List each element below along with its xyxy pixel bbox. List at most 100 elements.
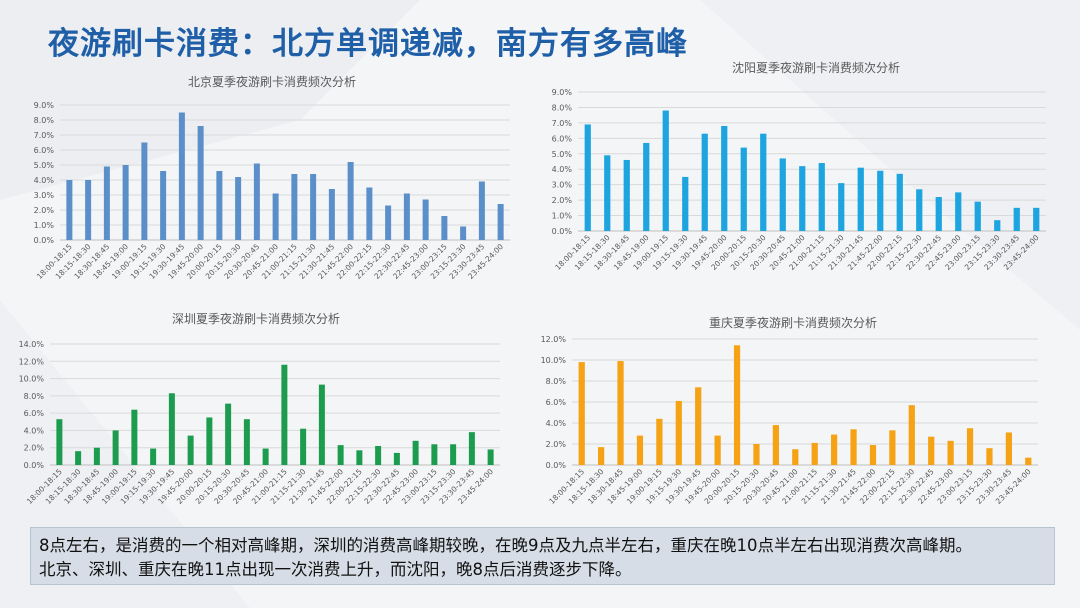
y-tick-label: 7.0%	[552, 119, 573, 128]
bar	[272, 193, 279, 240]
y-tick-label: 8.0%	[546, 377, 567, 386]
bar	[66, 180, 73, 240]
bar	[578, 362, 585, 465]
bar	[955, 192, 962, 231]
bar	[701, 133, 708, 231]
chart-shenyang: 沈阳夏季夜游刷卡消费频次分析 0.0% 1.0% 2.0% 3.0% 4.0% 5.0% 6.…	[552, 60, 1046, 272]
bar	[487, 449, 494, 465]
y-tick-label: 0.0%	[34, 236, 55, 245]
y-tick-label: 6.0%	[34, 146, 55, 155]
y-tick-label: 2.0%	[24, 444, 45, 453]
bar	[643, 142, 650, 231]
bar	[908, 405, 915, 465]
bar	[604, 155, 611, 231]
bar	[811, 442, 818, 465]
y-tick-label: 8.0%	[24, 392, 45, 401]
bar	[403, 193, 410, 240]
y-tick-label: 14.0%	[19, 340, 45, 349]
bar	[253, 163, 260, 240]
bar	[916, 189, 923, 231]
y-tick-label: 4.0%	[34, 176, 55, 185]
bar	[310, 174, 317, 240]
summary-note-line-1: 8点左右，是消费的一个相对高峰期，深圳的消费高峰期较晚，在晚9点及九点半左右，重…	[39, 536, 972, 555]
bar	[103, 166, 110, 240]
y-tick-label: 0.0%	[24, 461, 45, 470]
y-tick-label: 8.0%	[552, 103, 573, 112]
bar	[733, 345, 741, 465]
bar	[889, 430, 896, 465]
chart-shenzhen: 深圳夏季夜游刷卡消费频次分析 0.0% 2.0% 4.0% 6.0% 8.0% 10.0% 1…	[19, 311, 500, 506]
y-tick-label: 12.0%	[19, 357, 45, 366]
bar	[617, 361, 624, 465]
y-tick-label: 5.0%	[552, 150, 573, 159]
y-tick-label: 0.0%	[546, 461, 567, 470]
chart-chongqing: 重庆夏季夜游刷卡消费频次分析 0.0% 2.0% 4.0% 6.0% 8.0% 10.0% 1…	[541, 315, 1038, 506]
summary-note: 8点左右，是消费的一个相对高峰期，深圳的消费高峰期较晚，在晚9点及九点半左右，重…	[30, 527, 1055, 585]
page-title: 夜游刷卡消费：北方单调递减，南方有多高峰	[48, 26, 688, 62]
bar	[598, 447, 605, 465]
y-tick-label: 2.0%	[546, 440, 567, 449]
bar	[141, 142, 148, 240]
bar	[760, 133, 767, 231]
bar	[122, 165, 129, 240]
bar	[966, 428, 974, 465]
bar	[636, 435, 644, 465]
y-tick-label: 6.0%	[552, 134, 573, 143]
bar	[216, 171, 223, 240]
bar	[56, 419, 63, 465]
y-tick-label: 8.0%	[34, 116, 55, 125]
bar	[947, 440, 954, 465]
bar	[682, 176, 689, 231]
bar	[431, 444, 438, 465]
y-tick-label: 6.0%	[546, 398, 567, 407]
bar	[468, 432, 475, 465]
bar	[150, 448, 157, 465]
y-tick-label: 1.0%	[34, 221, 55, 230]
bar	[422, 199, 429, 240]
y-tick-label: 3.0%	[552, 181, 573, 190]
bar	[178, 112, 185, 240]
bar	[623, 159, 630, 231]
bar	[1013, 207, 1020, 231]
bar	[584, 124, 591, 231]
bar	[366, 187, 373, 240]
bar	[818, 163, 825, 231]
y-tick-label: 5.0%	[34, 161, 55, 170]
bar	[478, 181, 485, 240]
bar	[300, 428, 307, 465]
bar	[328, 189, 335, 240]
bar	[799, 166, 806, 231]
bar	[460, 226, 467, 240]
bar	[779, 158, 786, 231]
bar	[772, 425, 779, 465]
y-tick-label: 10.0%	[19, 375, 45, 384]
bar	[675, 400, 682, 465]
bar	[850, 429, 857, 465]
bar	[450, 444, 457, 465]
bar	[187, 435, 194, 465]
bar	[356, 450, 363, 465]
bar	[225, 403, 232, 465]
bar	[857, 167, 864, 231]
chart-beijing: 北京夏季夜游刷卡消费频次分析 0.0% 1.0% 2.0% 3.0% 4.0% 5.0% 6.…	[34, 74, 510, 281]
y-tick-label: 9.0%	[552, 88, 573, 97]
bar	[375, 445, 382, 465]
bar	[869, 445, 877, 465]
bar	[347, 162, 354, 240]
bar	[291, 174, 298, 240]
bar	[986, 448, 993, 465]
bar	[928, 436, 935, 465]
bar	[412, 440, 419, 465]
chart-title: 北京夏季夜游刷卡消费频次分析	[188, 74, 356, 89]
bar	[740, 147, 747, 231]
bar	[714, 435, 721, 465]
bar	[792, 449, 799, 465]
y-tick-label: 1.0%	[552, 212, 573, 221]
bar	[1025, 457, 1032, 465]
bar	[662, 110, 669, 231]
bar	[935, 197, 942, 231]
bar	[281, 364, 288, 465]
bar	[85, 180, 92, 240]
bar	[695, 387, 702, 465]
bar	[160, 171, 167, 240]
